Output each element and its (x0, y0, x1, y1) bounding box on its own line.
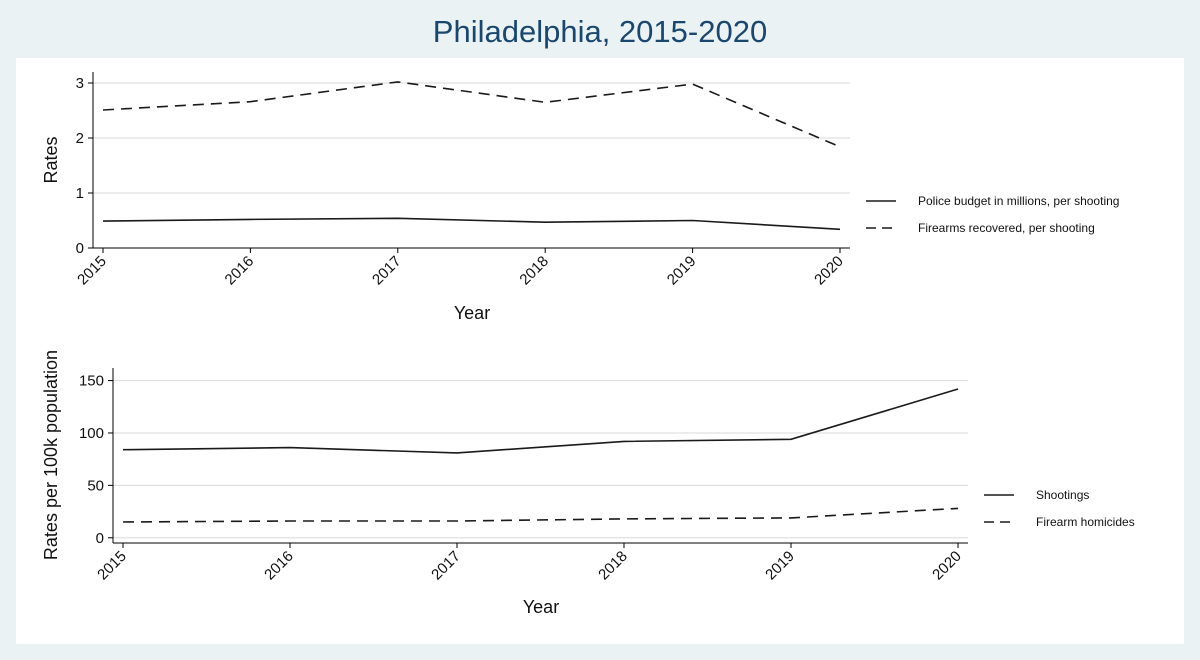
x-tick-label: 2020 (811, 253, 847, 289)
legend-label: Shootings (1036, 488, 1089, 502)
y-tick-label: 0 (76, 240, 84, 257)
x-tick-label: 2019 (664, 253, 700, 289)
x-tick-label: 2017 (428, 548, 464, 584)
y-tick-label: 2 (76, 130, 84, 147)
x-tick-label: 2017 (369, 253, 405, 289)
series-line-firearm-homicides (122, 507, 959, 523)
x-axis-title: Year (523, 597, 559, 617)
x-tick-label: 2020 (929, 548, 965, 584)
y-tick-label: 1 (76, 185, 84, 202)
series-line-firearms-recovered-per-shooting (102, 81, 841, 148)
x-tick-label: 2016 (222, 253, 258, 289)
x-tick-label: 2018 (595, 548, 631, 584)
chart-1: 0 1 2 3 2015 2016 2017 2018 2019 2020 Year Rates Pol… (41, 72, 1119, 323)
legend-label: Firearms recovered, per shooting (918, 221, 1095, 235)
x-tick-label: 2015 (94, 548, 130, 584)
series-line-police-budget-in-millions-per-shooting (102, 217, 841, 231)
y-tick-label: 150 (79, 373, 104, 390)
x-tick-label: 2016 (261, 548, 297, 584)
figure-title: Philadelphia, 2015-2020 (432, 14, 768, 49)
x-axis-title: Year (454, 303, 490, 323)
y-tick-label: 50 (87, 477, 104, 494)
x-tick-label: 2019 (762, 548, 798, 584)
y-tick-label: 0 (96, 530, 104, 547)
x-tick-label: 2015 (74, 253, 110, 289)
chart-2: 0 50 100 150 2015 2016 2017 2018 2019 2020 Year Rat… (41, 350, 1135, 617)
y-tick-label: 100 (79, 425, 104, 442)
y-axis-title: Rates (41, 136, 61, 183)
legend-label: Firearm homicides (1036, 515, 1135, 529)
y-tick-label: 3 (76, 75, 84, 92)
x-tick-label: 2018 (516, 253, 552, 289)
series-line-shootings (122, 388, 959, 454)
plot-panel (16, 58, 1184, 644)
legend-label: Police budget in millions, per shooting (918, 194, 1119, 208)
y-axis-title: Rates per 100k population (41, 350, 61, 560)
